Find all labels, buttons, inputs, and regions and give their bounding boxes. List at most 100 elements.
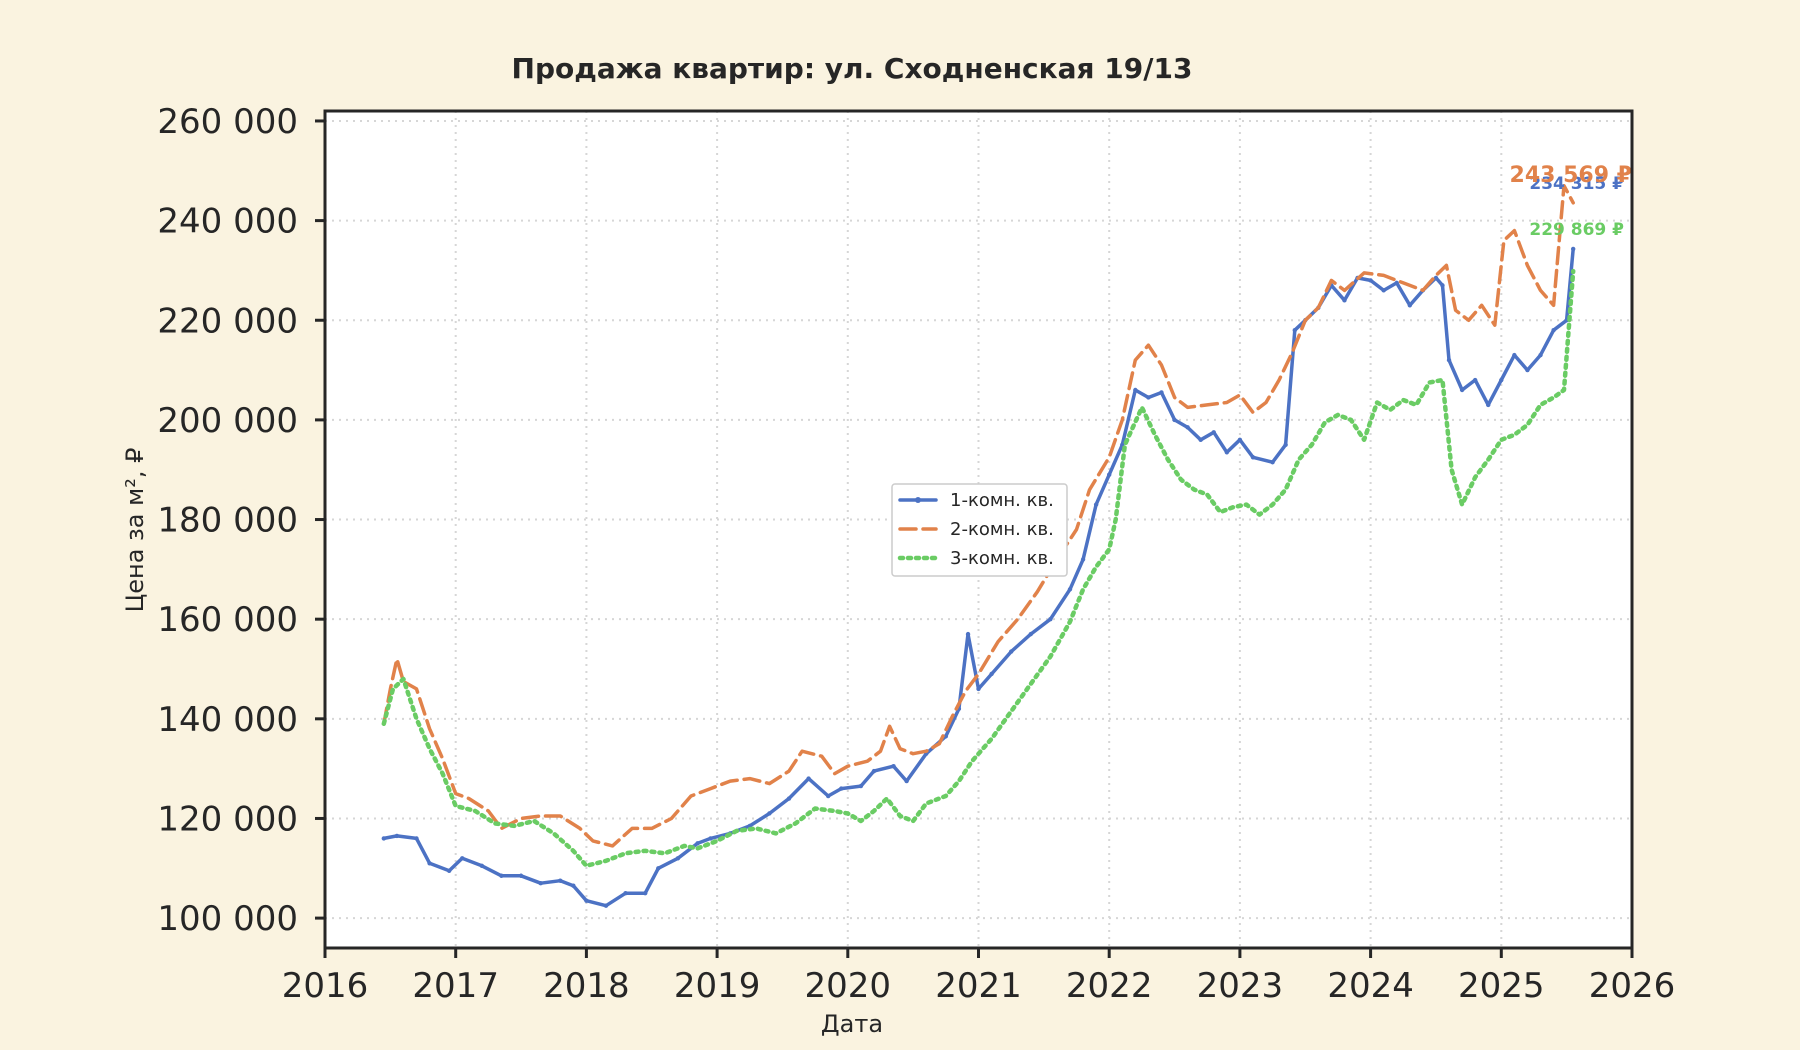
series-line-3	[381, 268, 1576, 869]
y-tick-label: 100 000	[157, 899, 298, 939]
data-point	[1283, 442, 1288, 448]
data-point	[1172, 417, 1177, 423]
data-point	[976, 686, 981, 692]
data-point	[1048, 616, 1053, 622]
x-tick-label: 2016	[282, 966, 369, 1006]
data-point	[767, 811, 772, 816]
data-point	[656, 866, 661, 871]
data-point	[1028, 631, 1033, 637]
data-point	[1446, 357, 1452, 363]
data-point	[1570, 246, 1576, 252]
data-point	[1407, 303, 1413, 308]
legend-label: 3-комн. кв.	[950, 548, 1054, 569]
x-tick-label: 2025	[1458, 966, 1545, 1006]
x-tick-label: 2019	[674, 966, 761, 1006]
y-tick-label: 240 000	[157, 202, 298, 242]
data-point	[1440, 283, 1445, 288]
data-point	[1133, 387, 1138, 393]
data-point	[1342, 298, 1347, 303]
data-point	[989, 671, 994, 677]
data-point	[414, 836, 419, 841]
data-point	[891, 763, 896, 769]
data-point	[1185, 425, 1190, 430]
data-point	[1159, 390, 1164, 395]
data-point	[460, 856, 465, 861]
data-point	[1198, 437, 1203, 443]
x-tick-label: 2020	[805, 966, 892, 1006]
x-tick-label: 2024	[1327, 966, 1414, 1006]
data-point	[943, 734, 949, 739]
y-tick-label: 260 000	[157, 102, 298, 142]
data-point	[1381, 288, 1386, 293]
data-point	[558, 878, 563, 883]
data-point	[965, 631, 971, 637]
data-point	[1394, 280, 1399, 286]
legend: 1-комн. кв. 2-комн. кв. 3-комн. кв.	[891, 483, 1068, 577]
legend-label: 2-комн. кв.	[950, 519, 1054, 540]
data-point	[381, 836, 387, 841]
data-point	[1486, 402, 1491, 408]
series-layer	[381, 183, 1576, 908]
data-point	[1512, 352, 1517, 358]
data-point	[1459, 387, 1465, 393]
x-tick-label: 2023	[1197, 966, 1284, 1006]
data-point	[1525, 367, 1530, 373]
data-point	[1551, 328, 1556, 333]
data-point	[479, 863, 485, 868]
data-point	[1093, 502, 1099, 507]
data-point	[871, 768, 877, 774]
data-point	[446, 868, 452, 873]
data-point	[858, 783, 864, 789]
data-point	[1433, 275, 1439, 281]
data-point	[806, 776, 811, 781]
end-labels: 234 315 ₽243 569 ₽ 229 869 ₽	[1510, 163, 1632, 240]
data-point	[584, 898, 589, 903]
data-point	[904, 778, 909, 784]
data-point	[708, 836, 713, 841]
end-value-label: 229 869 ₽	[1529, 220, 1624, 240]
data-point	[394, 833, 400, 839]
x-tick-label: 2022	[1066, 966, 1153, 1006]
axis-ticks: 2016 2017 2018 2019 2020 2021 2022 2023 2024 2025…	[157, 102, 1675, 1006]
legend-box	[891, 483, 1068, 577]
data-point	[1499, 377, 1504, 383]
y-axis-label: Цена за м², ₽	[121, 448, 149, 613]
grid	[324, 111, 1633, 948]
data-point	[786, 796, 792, 801]
data-point	[1080, 557, 1086, 562]
data-point	[825, 793, 831, 799]
data-point	[675, 856, 681, 861]
x-tick-label: 2021	[935, 966, 1022, 1006]
data-point	[518, 873, 524, 878]
data-point	[427, 861, 432, 866]
data-point	[499, 873, 504, 878]
y-tick-label: 160 000	[157, 600, 298, 640]
y-tick-label: 120 000	[157, 799, 298, 839]
data-point	[1211, 430, 1216, 435]
y-tick-label: 140 000	[157, 700, 298, 740]
end-value-label: 234 315 ₽	[1529, 174, 1624, 194]
x-tick-label: 2017	[412, 966, 499, 1006]
data-point	[1146, 395, 1151, 400]
data-point	[643, 890, 648, 896]
data-point	[1292, 328, 1297, 333]
data-point	[1067, 587, 1073, 592]
data-point	[603, 903, 609, 908]
data-point	[1237, 437, 1243, 443]
legend-label: 1-комн. кв.	[950, 490, 1054, 511]
data-point	[839, 786, 844, 791]
data-point	[1250, 455, 1256, 460]
y-tick-label: 200 000	[157, 401, 298, 441]
data-point	[538, 881, 543, 886]
y-tick-label: 180 000	[157, 501, 298, 541]
data-point	[1008, 649, 1014, 654]
x-axis-label: Дата	[821, 1010, 883, 1038]
x-tick-label: 2018	[543, 966, 630, 1006]
data-point	[1538, 352, 1543, 358]
data-point	[623, 890, 628, 896]
data-point	[1368, 278, 1373, 283]
series-line-2	[382, 183, 1575, 848]
legend-marker	[915, 497, 921, 503]
data-point	[571, 883, 576, 888]
